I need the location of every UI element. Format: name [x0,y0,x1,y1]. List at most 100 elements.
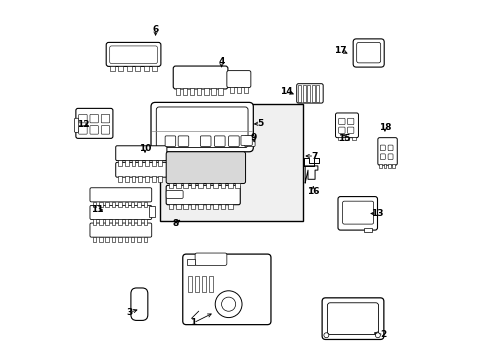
FancyBboxPatch shape [335,113,358,138]
FancyBboxPatch shape [347,118,353,125]
Bar [93,202,96,207]
FancyBboxPatch shape [74,118,79,132]
Text: 18: 18 [378,123,390,132]
FancyBboxPatch shape [116,162,166,177]
FancyBboxPatch shape [101,114,109,123]
Bar [131,219,134,225]
Bar [198,183,203,188]
FancyBboxPatch shape [166,185,240,205]
Bar [213,204,217,209]
Bar [152,66,157,71]
FancyBboxPatch shape [90,126,98,134]
FancyBboxPatch shape [178,136,188,147]
Bar [131,160,135,166]
FancyBboxPatch shape [90,188,151,202]
Bar [298,85,300,102]
Bar [124,202,128,207]
Bar [99,202,102,207]
Bar [218,88,222,95]
Bar [109,66,115,71]
Bar [160,104,302,221]
Bar [391,165,394,168]
Bar [124,237,128,242]
FancyBboxPatch shape [183,254,270,325]
Bar [213,183,217,188]
FancyBboxPatch shape [200,136,210,147]
FancyBboxPatch shape [322,298,383,339]
FancyBboxPatch shape [347,127,353,134]
Bar [118,237,122,242]
Text: 16: 16 [306,187,319,196]
Text: 10: 10 [139,144,151,153]
Bar [379,165,381,168]
FancyBboxPatch shape [166,152,245,184]
Bar [229,87,233,93]
FancyBboxPatch shape [131,288,147,320]
Bar [168,183,173,188]
Text: 15: 15 [337,134,349,143]
Bar [105,202,109,207]
Bar [183,183,188,188]
Bar [168,204,173,209]
Bar [118,219,122,225]
Bar [118,202,122,207]
Text: 17: 17 [333,46,346,55]
FancyBboxPatch shape [90,114,98,123]
Bar [175,88,180,95]
FancyBboxPatch shape [377,138,396,165]
Text: 12: 12 [77,120,89,129]
Bar [227,204,232,209]
Bar [93,237,96,242]
Bar [145,176,148,183]
Bar [302,85,305,102]
Bar [158,160,162,166]
FancyBboxPatch shape [106,42,161,66]
Circle shape [215,291,242,318]
Text: 1: 1 [190,318,196,327]
FancyBboxPatch shape [79,126,87,134]
FancyBboxPatch shape [356,42,380,63]
Bar [383,165,386,168]
FancyBboxPatch shape [244,136,255,147]
Bar [202,276,205,292]
Bar [124,160,128,166]
Bar [151,160,155,166]
Bar [387,165,390,168]
Bar [118,160,122,166]
Bar [143,219,147,225]
FancyBboxPatch shape [296,84,323,103]
Circle shape [375,333,380,338]
Bar [143,66,148,71]
Bar [131,176,135,183]
Bar [176,204,180,209]
Bar [235,183,240,188]
Bar [138,176,142,183]
Bar [209,276,212,292]
Bar [99,219,102,225]
FancyBboxPatch shape [101,126,109,134]
FancyBboxPatch shape [90,206,151,220]
Bar [227,183,232,188]
Text: 8: 8 [172,219,179,228]
Bar [364,228,371,232]
Bar [118,176,122,183]
Bar [158,176,162,183]
Bar [183,204,188,209]
FancyBboxPatch shape [195,253,226,265]
Bar [105,219,109,225]
FancyBboxPatch shape [156,107,247,148]
Bar [337,137,341,140]
FancyBboxPatch shape [79,114,87,123]
Bar [138,160,142,166]
Text: 7: 7 [310,152,317,161]
Text: 4: 4 [218,57,224,66]
Bar [351,137,355,140]
FancyBboxPatch shape [214,136,224,147]
Bar [244,87,247,93]
Bar [187,259,195,265]
Bar [131,202,134,207]
Bar [344,137,348,140]
Bar [210,88,215,95]
Bar [190,204,195,209]
Bar [306,85,309,102]
